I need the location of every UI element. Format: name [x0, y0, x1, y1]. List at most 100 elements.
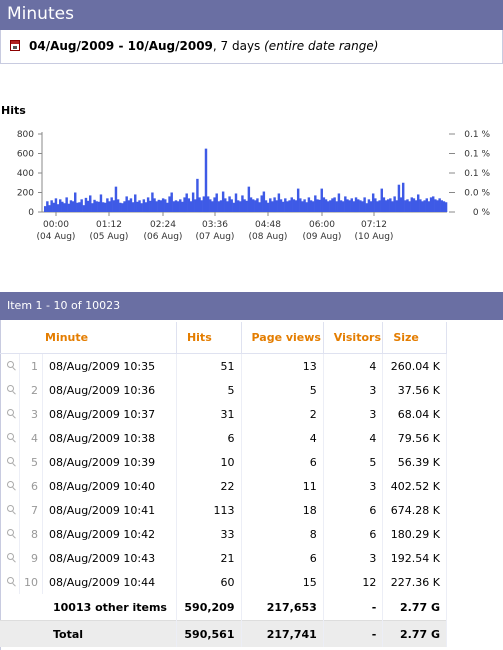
row-minute: 08/Aug/2009 10:43: [42, 546, 177, 570]
total-label: Total: [0, 620, 177, 647]
items-count-label: Item 1 - 10 of 10023: [7, 299, 121, 312]
table-row: 6 08/Aug/2009 10:40 22 11 3 402.52 K: [0, 474, 447, 498]
hits-bar: [86, 200, 90, 212]
x-tick-time: 02:24: [150, 220, 176, 230]
hits-bar: [157, 199, 161, 212]
hits-bar: [91, 203, 94, 212]
hits-bar: [294, 200, 298, 212]
hits-bar: [376, 201, 379, 212]
row-page-views: 4: [241, 426, 324, 450]
row-page-views: 2: [241, 402, 324, 426]
magnifier-icon[interactable]: [7, 456, 16, 466]
hits-bar: [258, 202, 261, 212]
hits-bar: [140, 203, 143, 212]
hits-bar: [84, 197, 88, 212]
row-detail-cell[interactable]: [0, 522, 20, 546]
column-size[interactable]: Size: [382, 322, 447, 354]
hits-bar: [50, 200, 53, 212]
magnifier-icon[interactable]: [7, 360, 16, 370]
magnifier-icon[interactable]: [7, 384, 16, 394]
row-index: 4: [19, 426, 43, 450]
row-minute: 08/Aug/2009 10:38: [42, 426, 177, 450]
hits-bar: [149, 200, 152, 212]
items-bar: Item 1 - 10 of 10023: [0, 292, 503, 320]
y2-tick-label: 0.1 %: [464, 150, 490, 160]
row-size: 192.54 K: [382, 546, 447, 570]
hits-bar: [161, 198, 165, 212]
hits-bar: [142, 199, 146, 212]
row-detail-cell[interactable]: [0, 498, 20, 522]
magnifier-icon[interactable]: [7, 552, 16, 562]
hits-bar: [78, 202, 81, 212]
hits-bar: [110, 197, 113, 213]
row-minute: 08/Aug/2009 10:42: [42, 522, 177, 546]
column-visitors[interactable]: Visitors: [323, 322, 384, 354]
hits-bar: [425, 198, 428, 212]
hits-bar: [414, 200, 418, 212]
hits-bar: [309, 200, 313, 212]
hits-bar: [412, 198, 416, 212]
magnifier-icon[interactable]: [7, 408, 16, 418]
column-hits[interactable]: Hits: [176, 322, 242, 354]
hits-bar: [436, 200, 439, 212]
hits-bar: [277, 193, 281, 212]
magnifier-icon[interactable]: [7, 528, 16, 538]
hits-bar: [318, 199, 321, 212]
hits-bar: [138, 200, 141, 212]
y2-tick-label: 0.1 %: [464, 169, 490, 179]
row-visitors: 3: [323, 546, 384, 570]
row-minute: 08/Aug/2009 10:41: [42, 498, 177, 522]
row-detail-cell[interactable]: [0, 353, 20, 378]
row-detail-cell[interactable]: [0, 378, 20, 402]
hits-bar: [260, 195, 263, 212]
hits-bar: [431, 196, 435, 212]
hits-bar: [410, 197, 413, 213]
hits-bar: [421, 201, 424, 212]
hits-bar: [359, 200, 362, 212]
magnifier-icon[interactable]: [7, 576, 16, 586]
hits-bar: [63, 203, 66, 212]
row-detail-cell[interactable]: [0, 546, 20, 570]
chart-title: Hits: [1, 104, 26, 117]
hits-bar: [389, 198, 392, 212]
row-size: 79.56 K: [382, 426, 447, 450]
hits-bar: [256, 198, 259, 212]
hits-bar: [198, 197, 201, 213]
row-detail-cell[interactable]: [0, 426, 20, 450]
hits-bar: [337, 193, 341, 212]
other-visitors: -: [323, 594, 384, 621]
row-detail-cell[interactable]: [0, 402, 20, 426]
magnifier-icon[interactable]: [7, 480, 16, 490]
hits-bar: [202, 196, 206, 212]
hits-bar: [386, 199, 390, 212]
row-detail-cell[interactable]: [0, 474, 20, 498]
hits-bar: [67, 203, 71, 212]
hits-bar: [228, 196, 231, 212]
column-minute[interactable]: Minute: [0, 322, 177, 354]
hits-bar: [48, 205, 51, 212]
hits-bar: [123, 201, 126, 212]
hits-bar: [281, 201, 285, 212]
magnifier-icon[interactable]: [7, 432, 16, 442]
hits-bar: [211, 201, 214, 212]
hits-bar: [234, 193, 238, 212]
table-row: 1 08/Aug/2009 10:35 51 13 4 260.04 K: [0, 353, 447, 378]
row-visitors: 3: [323, 402, 384, 426]
hits-bar: [239, 201, 242, 212]
hits-bar: [241, 195, 244, 212]
magnifier-icon[interactable]: [7, 504, 16, 514]
row-page-views: 6: [241, 450, 324, 474]
hits-bar: [288, 200, 291, 212]
hits-bar: [361, 201, 364, 212]
hits-bar: [112, 200, 116, 212]
hits-bar: [369, 201, 373, 212]
column-page-views[interactable]: Page views: [241, 322, 324, 354]
row-visitors: 5: [323, 450, 384, 474]
row-detail-cell[interactable]: [0, 570, 20, 594]
date-range-days: , 7 days: [212, 39, 265, 53]
calendar-icon[interactable]: [10, 40, 20, 51]
row-detail-cell[interactable]: [0, 450, 20, 474]
date-range-row: 04/Aug/2009 - 10/Aug/2009, 7 days (entir…: [0, 30, 503, 64]
hits-bar: [273, 197, 276, 213]
hits-bar: [408, 201, 411, 212]
